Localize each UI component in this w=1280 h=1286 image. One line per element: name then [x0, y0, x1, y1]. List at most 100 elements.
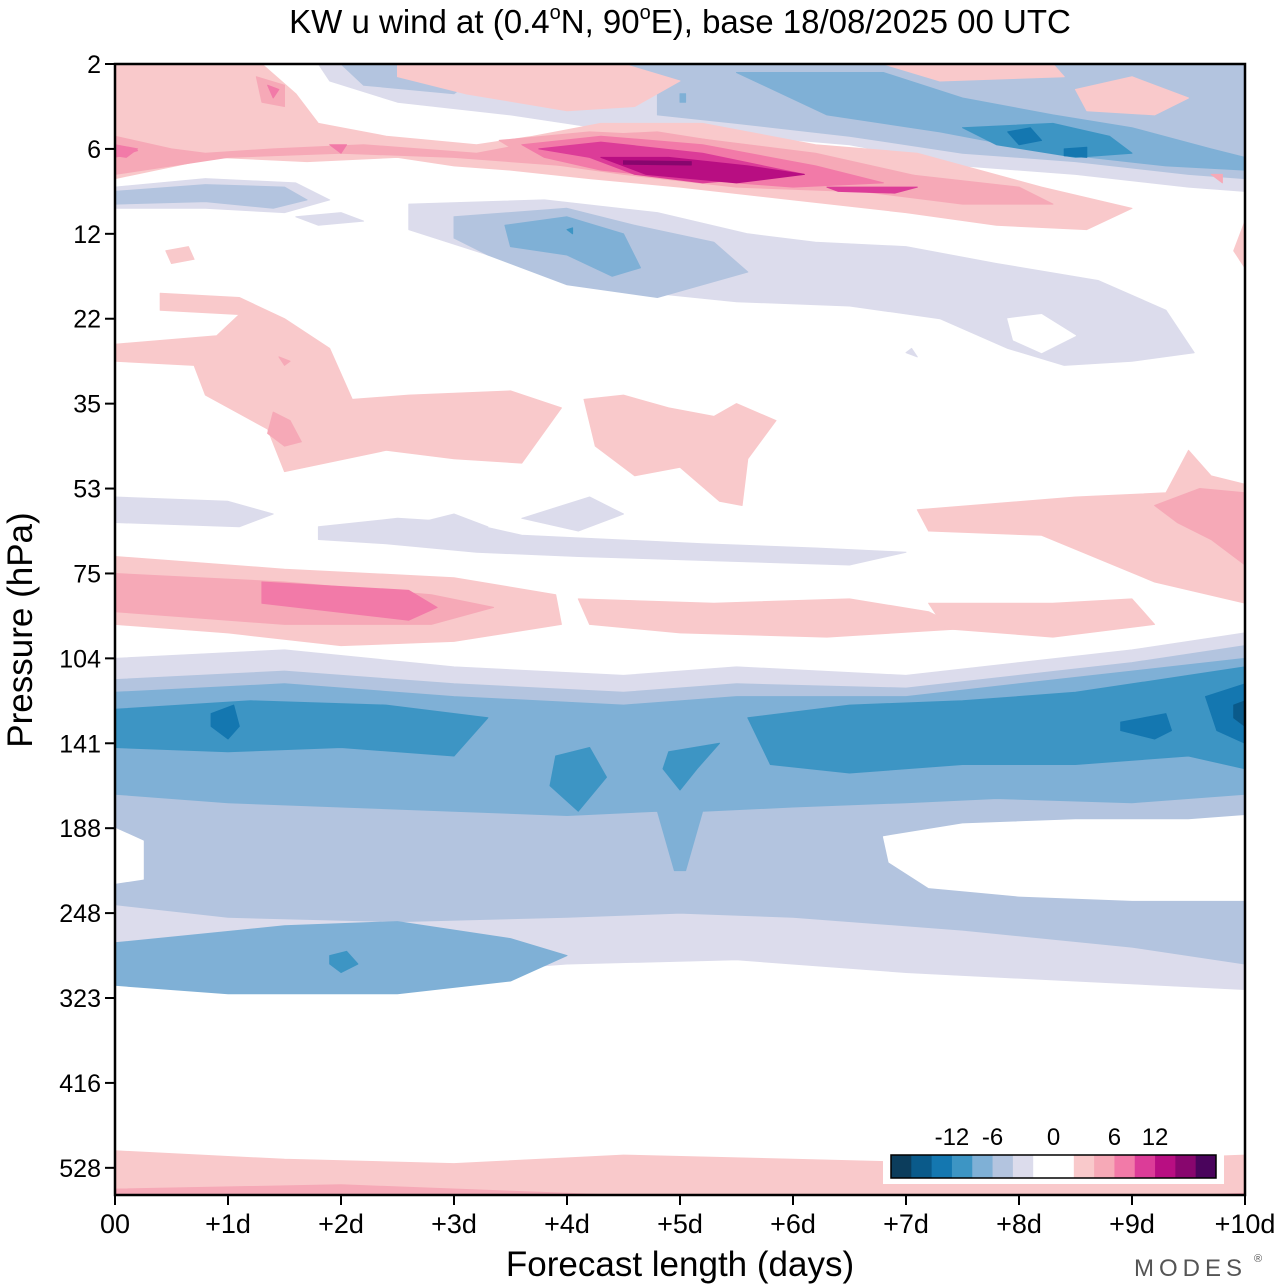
colorbar-swatch — [891, 1155, 912, 1178]
contour-region — [747, 666, 1245, 774]
contour-region — [210, 704, 240, 740]
y-tick-label: 53 — [73, 476, 101, 504]
contour-region — [905, 347, 918, 358]
colorbar-swatch — [1114, 1155, 1136, 1178]
colorbar-label: 6 — [1108, 1124, 1121, 1151]
contour-region — [1007, 127, 1043, 146]
contour-region — [267, 411, 302, 447]
y-tick-label: 104 — [59, 645, 101, 673]
contour-region — [295, 212, 365, 226]
y-tick-label: 12 — [73, 221, 101, 249]
contour-region — [882, 815, 1245, 901]
y-axis-label: Pressure (hPa) — [1, 512, 40, 747]
contour-region — [521, 496, 624, 532]
contour-region — [115, 1184, 1245, 1195]
x-tick-label: +3d — [431, 1209, 477, 1239]
title-degree: o — [640, 2, 651, 24]
colorbar-frame — [890, 1154, 1217, 1179]
contour-region — [329, 950, 359, 973]
contour-fills — [115, 64, 1245, 1195]
colorbar-swatch — [1134, 1155, 1156, 1178]
contour-region — [1120, 713, 1172, 740]
contour-region — [504, 216, 641, 277]
x-tick-label: 00 — [100, 1209, 130, 1239]
colorbar-swatch — [1195, 1155, 1217, 1178]
x-tick-label: +6d — [770, 1209, 816, 1239]
colorbar-swatch — [911, 1155, 933, 1178]
colorbar-legend: -12 -6 0 6 12 — [883, 1117, 1224, 1184]
colorbar-swatch — [972, 1155, 994, 1178]
y-tick-label: 75 — [73, 560, 101, 588]
title-degree: o — [550, 2, 561, 24]
colorbar-swatch — [1033, 1155, 1054, 1178]
contour-region — [261, 581, 438, 621]
colorbar-swatch — [951, 1155, 973, 1178]
y-tick-label: 248 — [59, 900, 101, 928]
x-tick-label: +7d — [883, 1209, 929, 1239]
contour-region — [1233, 220, 1245, 269]
x-axis: 00 +1d +2d +3d +4d +5d +6d +7d +8d +9d +10d — [100, 1195, 1275, 1239]
x-tick-label: +1d — [205, 1209, 251, 1239]
modes-watermark-mark: ® — [1254, 1253, 1262, 1265]
colorbar-swatch — [1012, 1155, 1034, 1178]
contour-region — [882, 64, 1065, 82]
contour-region — [1154, 488, 1245, 566]
colorbar-swatch — [1073, 1155, 1095, 1178]
y-tick-label: 141 — [59, 730, 101, 758]
x-tick-label: +9d — [1109, 1209, 1155, 1239]
x-tick-label: +8d — [996, 1209, 1042, 1239]
contour-region — [916, 449, 1245, 604]
contour-region — [329, 144, 348, 154]
y-tick-label: 2 — [87, 51, 101, 79]
contour-region — [679, 93, 687, 103]
modes-watermark: MODES — [1134, 1255, 1247, 1282]
contour-region — [549, 747, 607, 812]
contour-region — [267, 84, 280, 99]
contour-region — [566, 227, 574, 235]
title-part: N, 90 — [561, 3, 640, 40]
x-tick-label: +10d — [1215, 1209, 1276, 1239]
x-axis-label: Forecast length (days) — [506, 1245, 854, 1284]
contour-region — [115, 827, 144, 884]
colorbar-label: 12 — [1142, 1124, 1169, 1151]
contour-region — [115, 144, 139, 158]
contour-region — [962, 122, 1133, 158]
y-tick-label: 22 — [73, 306, 101, 334]
contour-region — [1233, 700, 1245, 727]
contour-region — [1063, 146, 1088, 158]
contour-region — [1210, 173, 1223, 184]
contour-region — [165, 246, 195, 264]
contour-region — [623, 160, 692, 166]
contour-region — [419, 513, 489, 540]
contour-region — [115, 700, 489, 757]
contour-region — [115, 184, 308, 209]
contour-region — [1075, 76, 1189, 116]
contour-region — [928, 598, 1156, 638]
x-tick-label: +2d — [318, 1209, 364, 1239]
colorbar-label: -12 — [935, 1124, 970, 1151]
contour-region — [278, 356, 291, 366]
title-part: KW u wind at (0.4 — [289, 3, 549, 40]
chart-title: KW u wind at (0.4oN, 90oE), base 18/08/2… — [289, 2, 1071, 40]
x-tick-label: +5d — [657, 1209, 703, 1239]
colorbar-swatch — [931, 1155, 953, 1178]
contour-region — [115, 496, 274, 528]
y-tick-label: 35 — [73, 391, 101, 419]
colorbar-label: -6 — [982, 1124, 1003, 1151]
contour-region — [1007, 314, 1076, 354]
colorbar-swatch — [1155, 1155, 1176, 1178]
colorbar-swatch — [992, 1155, 1014, 1178]
y-tick-label: 323 — [59, 985, 101, 1013]
contour-region — [1205, 683, 1245, 744]
x-tick-label: +4d — [544, 1209, 590, 1239]
colorbar-label: 0 — [1047, 1124, 1060, 1151]
contour-region — [826, 186, 918, 194]
contour-region — [583, 394, 777, 506]
colorbar-swatch — [1053, 1155, 1075, 1178]
title-part: E), base 18/08/2025 00 UTC — [651, 3, 1071, 40]
y-tick-label: 188 — [59, 815, 101, 843]
y-tick-label: 528 — [59, 1155, 101, 1183]
y-axis: 2 6 12 22 35 53 75 104 141 188 248 323 416 528 — [59, 51, 115, 1183]
colorbar-swatch — [1175, 1155, 1197, 1178]
